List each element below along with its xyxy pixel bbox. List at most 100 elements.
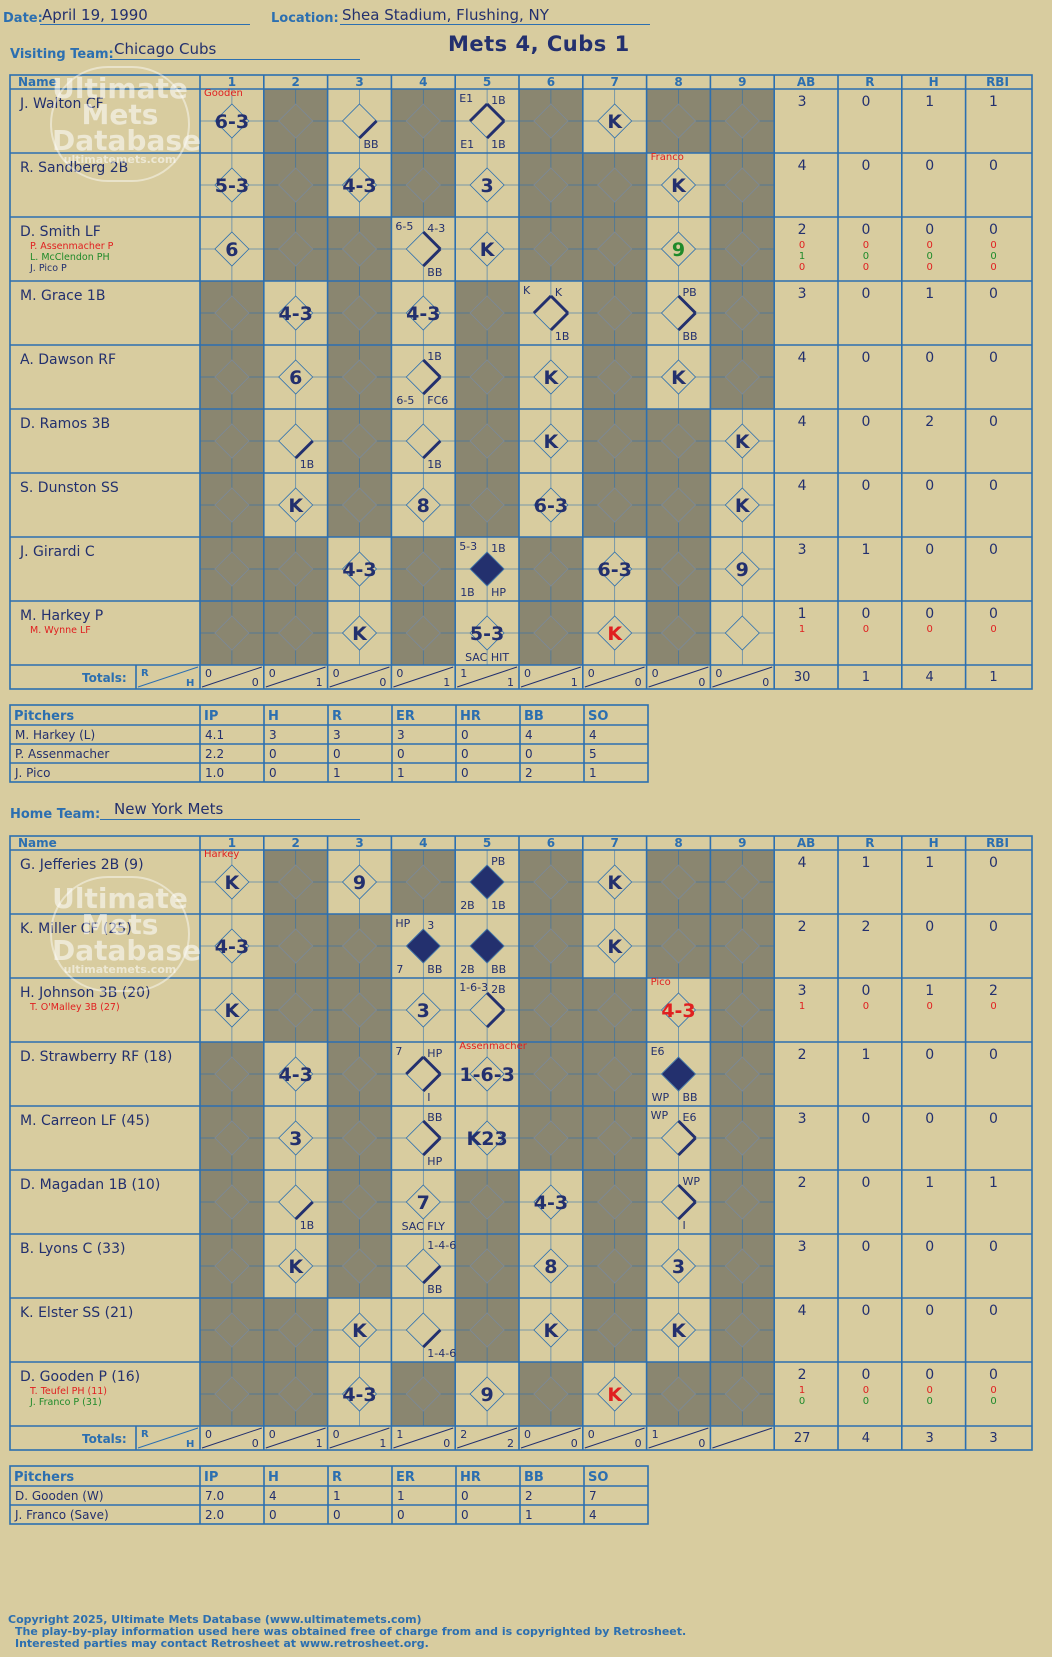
base-diamond — [278, 1120, 314, 1156]
player-stat-value: 4 — [798, 414, 807, 430]
pitcher-column-header: HR — [460, 709, 481, 724]
player-stat-value: 3 — [798, 1239, 807, 1255]
inning-column-header: 5 — [483, 836, 491, 850]
pitcher-name: J. Franco (Save) — [14, 1508, 109, 1522]
base-diamond — [597, 1056, 633, 1092]
pitcher-stat: 0 — [397, 747, 405, 761]
inning-runs-total: 0 — [588, 1428, 595, 1441]
play-notation: E1 — [459, 92, 473, 105]
player-stat-value: 2 — [798, 1367, 807, 1383]
inning-hits-total: 1 — [443, 676, 450, 689]
player-stat-value: 0 — [861, 414, 870, 430]
base-diamond — [660, 103, 697, 139]
play-notation: BB — [683, 1091, 698, 1104]
inning-hits-total: 0 — [252, 1437, 259, 1450]
base-path-segment — [469, 102, 489, 123]
inning-runs-total: 0 — [269, 667, 276, 680]
inning-column-header: 8 — [674, 75, 682, 89]
inning-runs-total: 2 — [460, 1428, 467, 1441]
player-stat-value: 0 — [861, 1111, 870, 1127]
base-diamond — [660, 1120, 697, 1156]
inning-runs-total: 1 — [460, 667, 467, 680]
substitute-name: T. Teufel PH (11) — [29, 1386, 107, 1397]
base-path-segment — [486, 1008, 506, 1029]
inning-hits-total: 1 — [571, 676, 578, 689]
play-notation: K — [607, 111, 623, 133]
base-diamond — [533, 231, 569, 267]
base-diamond — [597, 295, 633, 331]
player-stat-value: 0 — [925, 158, 934, 174]
pitcher-stat: 5 — [589, 747, 597, 761]
player-stat-value: 0 — [990, 1396, 996, 1407]
player-stat-value: 0 — [990, 1001, 996, 1012]
base-diamond — [597, 1184, 633, 1220]
player-stat-value: 3 — [798, 983, 807, 999]
base-diamond — [278, 1248, 314, 1284]
base-diamond — [405, 1184, 441, 1220]
base-diamond — [660, 928, 697, 964]
player-stat-value: 1 — [861, 855, 870, 871]
watermark-logo-top: Ultimate Mets Database ultimatemets.com — [50, 66, 201, 182]
inning-hits-total: 0 — [762, 676, 769, 689]
pitcher-column-header: BB — [524, 1470, 544, 1485]
player-stat-value: 0 — [989, 1111, 998, 1127]
player-stat-value: 0 — [989, 286, 998, 302]
play-notation: 5-3 — [215, 175, 249, 197]
base-diamond — [405, 1312, 441, 1348]
pitcher-stat: 1 — [525, 1508, 533, 1522]
pitcher-stat: 0 — [461, 766, 469, 780]
inning-runs-total: 1 — [396, 1428, 403, 1441]
pitcher-stat: 4 — [589, 1508, 597, 1522]
player-stat-value: 0 — [799, 1396, 805, 1407]
base-diamond — [533, 1312, 569, 1348]
player-stat-value: 1 — [925, 855, 934, 871]
player-stat-value: 1 — [925, 1175, 934, 1191]
base-diamond — [278, 231, 314, 267]
pitcher-column-header: SO — [588, 1470, 608, 1485]
pitcher-stat: 4 — [525, 728, 533, 742]
base-diamond — [341, 1184, 378, 1220]
play-notation: 2B — [460, 899, 475, 912]
base-path-segment — [422, 1119, 442, 1140]
player-stat-value: 0 — [861, 983, 870, 999]
base-path-segment — [549, 294, 569, 315]
player-stat-value: 2 — [798, 222, 807, 238]
base-diamond — [660, 992, 697, 1028]
base-path-segment — [422, 247, 442, 268]
player-stat-value: 0 — [990, 1385, 996, 1396]
inning-hits-total: 2 — [507, 1437, 514, 1450]
retrosheet-line: The play-by-play information used here w… — [15, 1625, 687, 1638]
pitcher-column-header: H — [268, 1470, 279, 1485]
inning-hits-total: 1 — [316, 676, 323, 689]
base-diamond — [469, 551, 505, 587]
base-diamond — [278, 1312, 314, 1348]
player-stat-value: 0 — [925, 1047, 934, 1063]
base-diamond — [214, 167, 250, 203]
base-diamond — [724, 992, 760, 1028]
base-diamond — [469, 231, 505, 267]
player-stat-value: 4 — [798, 158, 807, 174]
inning-column-header: 9 — [738, 836, 746, 850]
play-notation: HP — [491, 586, 506, 599]
inning-hits-total: 0 — [635, 676, 642, 689]
pitcher-stat: 0 — [461, 1508, 469, 1522]
totals-h-key: H — [186, 678, 194, 689]
pitcher-stat: 1 — [397, 766, 405, 780]
base-diamond — [341, 1056, 378, 1092]
pitcher-stat: 0 — [461, 747, 469, 761]
player-stat-value: 0 — [927, 262, 933, 273]
home-team-value: New York Mets — [114, 800, 224, 818]
pitcher-stat: 2 — [525, 1489, 533, 1503]
base-diamond — [341, 615, 378, 651]
base-diamond — [597, 359, 633, 395]
play-notation: K — [352, 623, 368, 645]
player-stat-value: 1 — [799, 624, 805, 635]
base-path-segment — [532, 294, 552, 315]
pitcher-stat: 3 — [269, 728, 277, 742]
player-stat-value: 1 — [799, 1385, 805, 1396]
play-notation: 7 — [396, 963, 403, 976]
base-diamond — [278, 928, 314, 964]
play-notation: Harkey — [204, 849, 239, 860]
base-diamond — [341, 928, 378, 964]
play-notation: K — [288, 495, 304, 517]
